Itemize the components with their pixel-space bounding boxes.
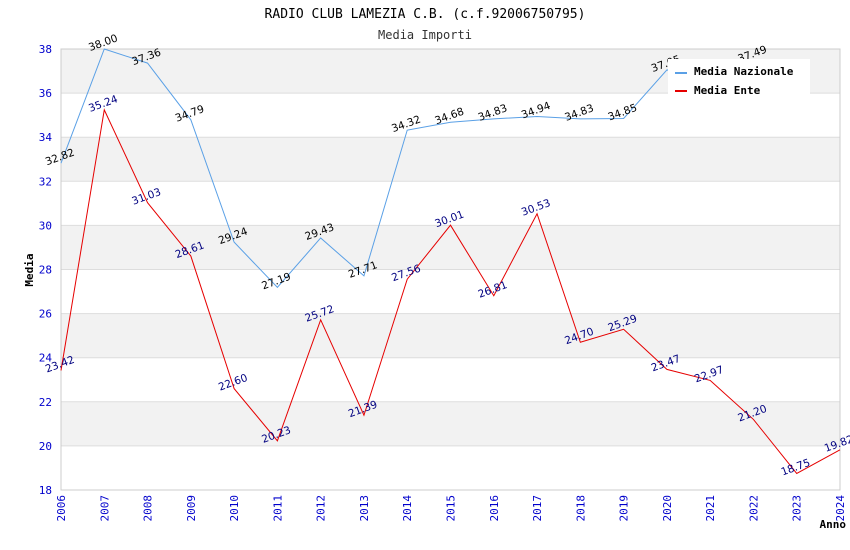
- legend: Media Nazionale Media Ente: [668, 59, 810, 97]
- x-axis-ticks: 2006 2007 2008 2009 2010 2011 2012 2013 2014 2015…: [55, 495, 847, 522]
- x-tick-label: 2019: [618, 495, 631, 522]
- y-tick-label: 34: [39, 131, 53, 144]
- plot-band: [61, 181, 840, 226]
- x-tick-label: 2022: [747, 495, 760, 522]
- x-tick-label: 2008: [142, 495, 155, 522]
- y-tick-label: 30: [39, 219, 52, 232]
- x-tick-label: 2020: [661, 495, 674, 522]
- plot-background-bands: [61, 49, 840, 490]
- legend-label-media-ente: Media Ente: [694, 84, 761, 97]
- y-axis-ticks: 18 20 22 24 26 28 30 32 34 36 38: [39, 43, 53, 497]
- plot-band: [61, 357, 840, 402]
- x-tick-label: 2021: [704, 495, 717, 522]
- x-tick-label: 2015: [445, 495, 458, 522]
- series-lines: [60, 48, 841, 475]
- legend-box: [668, 59, 810, 97]
- plot-band: [61, 445, 840, 490]
- x-tick-label: 2017: [531, 495, 544, 522]
- x-tick-label: 2009: [185, 495, 198, 522]
- chart-title: RADIO CLUB LAMEZIA C.B. (c.f.92006750795…: [265, 7, 586, 22]
- x-tick-label: 2010: [228, 495, 241, 522]
- plot-band: [61, 137, 840, 182]
- x-tick-label: 2014: [401, 495, 414, 522]
- y-tick-label: 28: [39, 264, 52, 277]
- y-axis-label: Media: [23, 253, 36, 286]
- plot-band: [61, 401, 840, 446]
- y-tick-label: 38: [39, 43, 52, 56]
- y-tick-label: 26: [39, 308, 52, 321]
- x-tick-label: 2023: [791, 495, 804, 522]
- plot-band: [61, 313, 840, 358]
- x-tick-label: 2013: [358, 495, 371, 522]
- y-tick-label: 24: [39, 352, 53, 365]
- x-axis-label: Anno: [820, 518, 847, 531]
- series-line-media-ente: [60, 108, 841, 475]
- x-tick-label: 2018: [574, 495, 587, 522]
- plot-area: [60, 48, 841, 491]
- series-line-media-nazionale: [60, 48, 754, 289]
- y-tick-label: 36: [39, 87, 52, 100]
- legend-label-media-nazionale: Media Nazionale: [694, 65, 794, 78]
- plot-band: [61, 93, 840, 138]
- y-tick-label: 22: [39, 396, 52, 409]
- x-tick-label: 2012: [315, 495, 328, 522]
- x-tick-label: 2006: [55, 495, 68, 522]
- x-tick-label: 2024: [834, 495, 847, 522]
- plot-band: [61, 225, 840, 270]
- x-tick-label: 2011: [271, 495, 284, 522]
- x-tick-label: 2016: [488, 495, 501, 522]
- y-tick-label: 20: [39, 440, 52, 453]
- y-tick-label: 32: [39, 175, 52, 188]
- x-tick-label: 2007: [98, 495, 111, 522]
- plot-band: [61, 269, 840, 314]
- chart-subtitle: Media Importi: [378, 28, 472, 42]
- y-tick-label: 18: [39, 484, 52, 497]
